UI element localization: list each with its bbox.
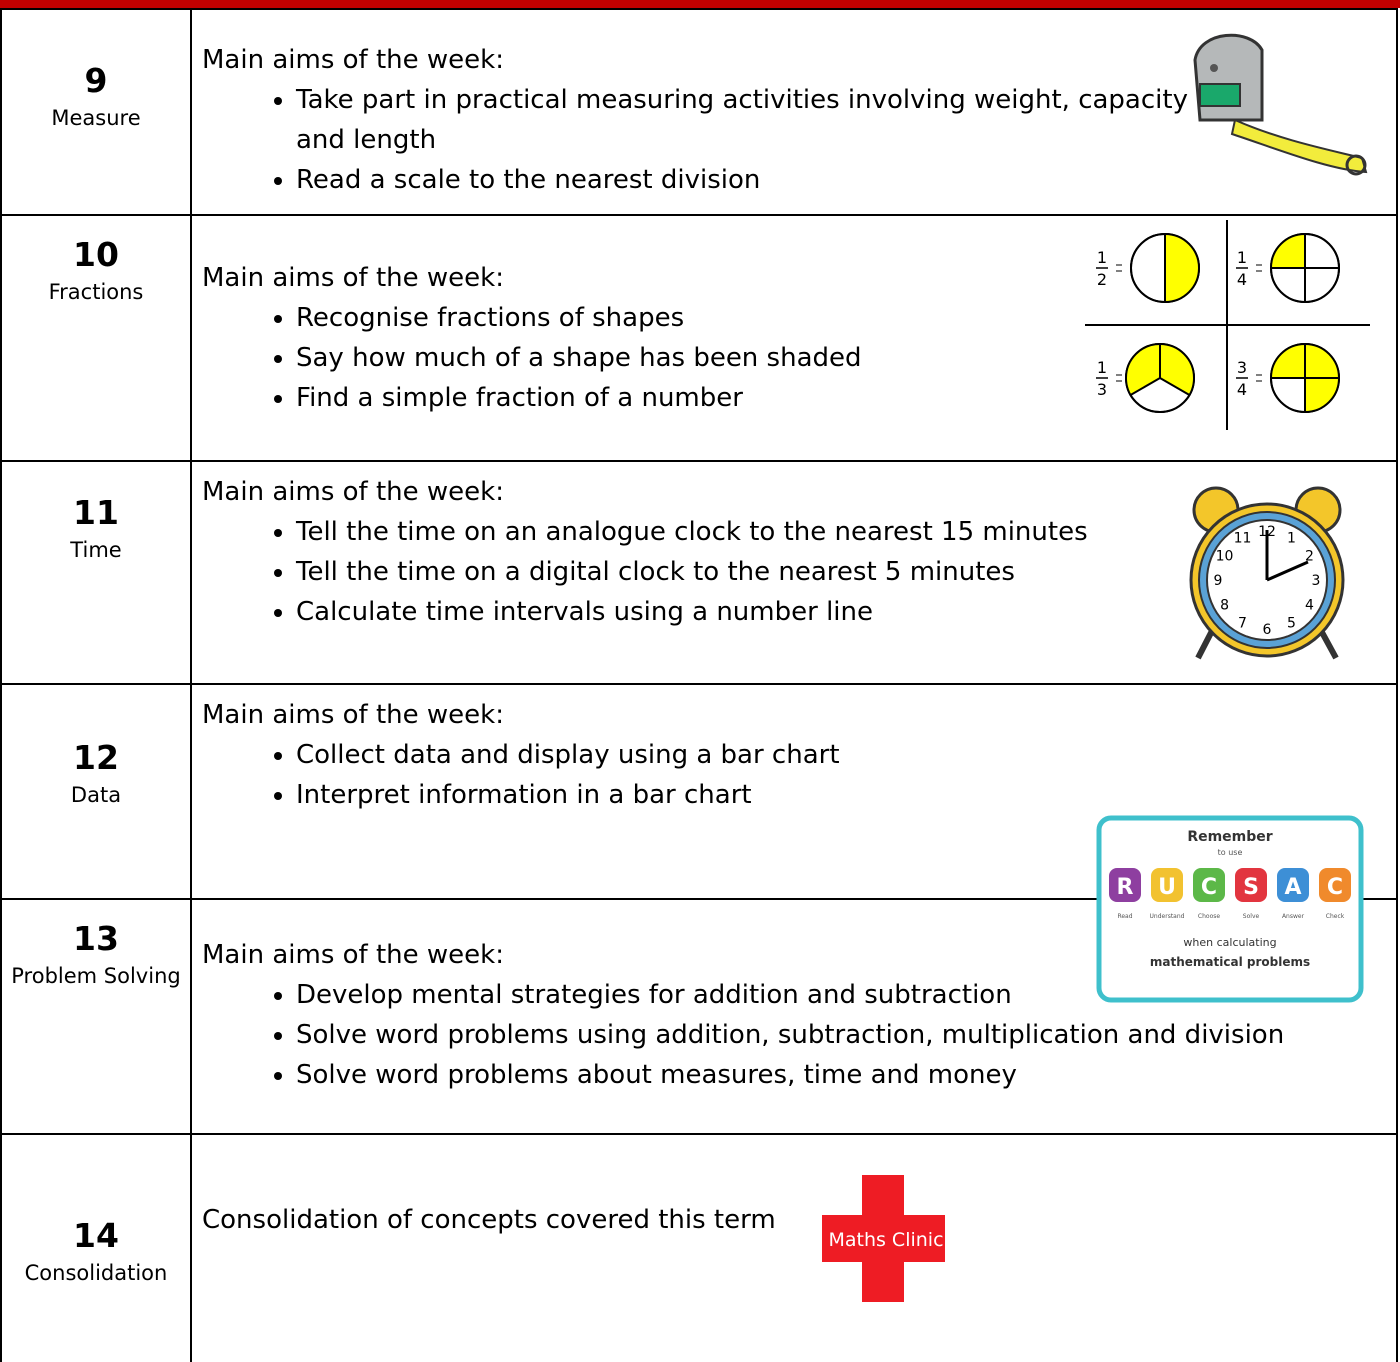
aims-intro: Consolidation of concepts covered this t… [202,1205,776,1235]
week-number: 9 [84,61,108,100]
aims-cell: Main aims of the week: Take part in pract… [192,10,1396,214]
aims-cell: Main aims of the week: Recognise fraction… [192,216,1396,460]
week-topic: Problem Solving [11,964,181,988]
table-row: 9 Measure Main aims of the week: Take part … [2,8,1396,214]
aim-item: Say how much of a shape has been shaded [296,338,1196,378]
aims-intro: Main aims of the week: [202,263,504,293]
week-number: 14 [73,1216,119,1255]
week-topic: Time [70,538,122,562]
aims-intro: Main aims of the week: [202,45,504,75]
aim-item: Interpret information in a bar chart [296,775,1196,815]
aims-list: Collect data and display using a bar cha… [202,735,1196,815]
aims-list: Develop mental strategies for addition a… [202,975,1396,1095]
aims-list: Recognise fractions of shapesSay how muc… [202,298,1196,418]
aim-item: Tell the time on an analogue clock to th… [296,512,1196,552]
aims-cell: Consolidation of concepts covered this t… [192,1135,1396,1362]
table-row: 13 Problem Solving Main aims of the week: D… [2,898,1396,1133]
aims-intro: Main aims of the week: [202,477,504,507]
week-number: 11 [73,493,119,532]
aims-intro: Main aims of the week: [202,700,504,730]
schedule-table: 9 Measure Main aims of the week: Take part … [0,8,1398,1362]
week-number: 10 [73,235,119,274]
week-number: 12 [73,738,119,777]
week-number: 13 [73,919,119,958]
aims-cell: Main aims of the week: Develop mental str… [192,900,1396,1133]
aims-cell: Main aims of the week: Collect data and d… [192,685,1396,898]
week-cell: 11 Time [2,462,192,683]
table-row: 12 Data Main aims of the week: Collect data… [2,683,1396,898]
week-cell: 9 Measure [2,10,192,214]
table-row: 14 Consolidation Consolidation of concepts… [2,1133,1396,1362]
table-row: 10 Fractions Main aims of the week: Recogni… [2,214,1396,460]
week-cell: 12 Data [2,685,192,898]
aims-list: Take part in practical measuring activit… [202,80,1196,200]
aim-item: Tell the time on a digital clock to the … [296,552,1196,592]
table-row: 11 Time Main aims of the week: Tell the tim… [2,460,1396,683]
aim-item: Take part in practical measuring activit… [296,80,1196,160]
week-topic: Data [70,783,122,807]
aim-item: Find a simple fraction of a number [296,378,1196,418]
aim-item: Recognise fractions of shapes [296,298,1196,338]
week-topic: Measure [51,106,141,130]
aim-item: Solve word problems using addition, subt… [296,1015,1396,1055]
week-topic: Fractions [48,280,144,304]
week-cell: 14 Consolidation [2,1135,192,1362]
aim-item: Read a scale to the nearest division [296,160,1196,200]
week-cell: 13 Problem Solving [2,900,192,1133]
aim-item: Develop mental strategies for addition a… [296,975,1396,1015]
aim-item: Solve word problems about measures, time… [296,1055,1396,1095]
aims-intro: Main aims of the week: [202,940,504,970]
aims-list: Tell the time on an analogue clock to th… [202,512,1196,632]
aims-cell: Main aims of the week: Tell the time on a… [192,462,1396,683]
week-cell: 10 Fractions [2,216,192,460]
aim-item: Collect data and display using a bar cha… [296,735,1196,775]
header-bar [0,0,1400,8]
aim-item: Calculate time intervals using a number … [296,592,1196,632]
week-topic: Consolidation [24,1261,168,1285]
